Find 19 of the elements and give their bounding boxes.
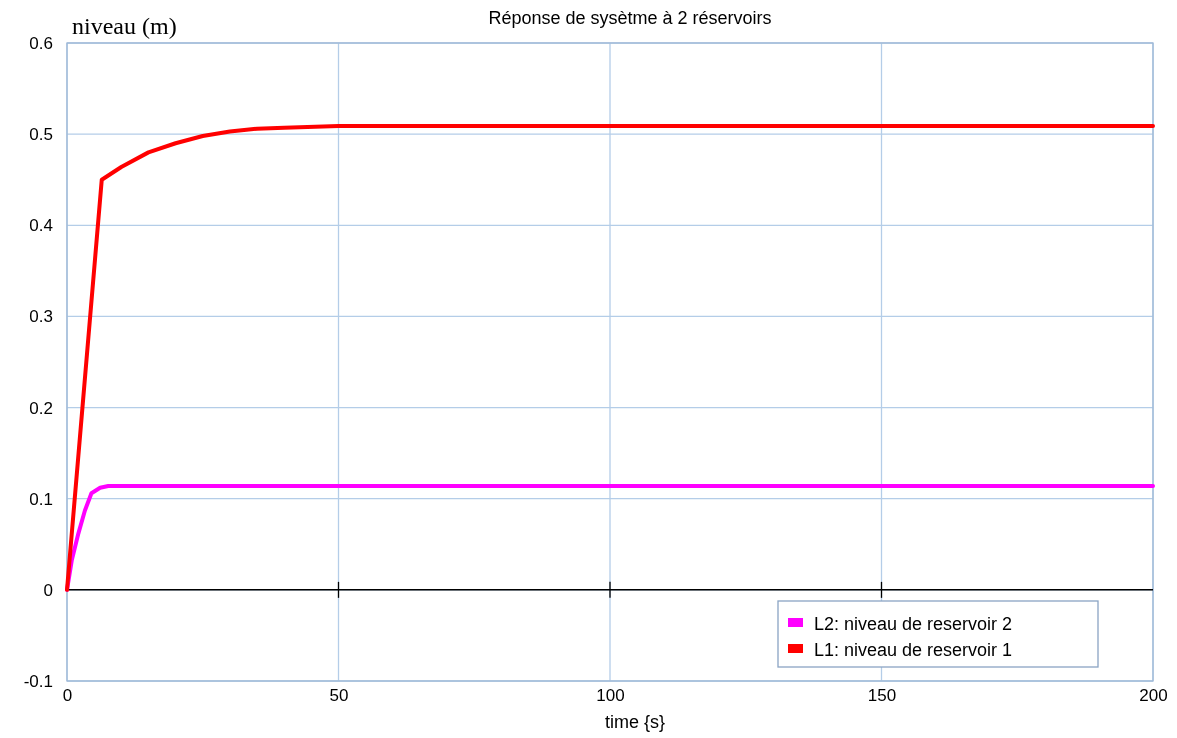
y-tick-label: 0.3 xyxy=(29,307,53,327)
x-tick-label: 150 xyxy=(867,686,897,706)
y-tick-label: 0.5 xyxy=(29,125,53,145)
x-tick-label: 50 xyxy=(329,686,349,706)
chart-title: Réponse de sysètme à 2 réservoirs xyxy=(488,8,772,28)
legend-label: L1: niveau de reservoir 1 xyxy=(814,640,1013,660)
legend-label: L2: niveau de reservoir 2 xyxy=(814,614,1013,634)
x-tick-label: 100 xyxy=(596,686,625,706)
y-tick-label: 0.2 xyxy=(29,398,53,418)
y-tick-label: 0 xyxy=(43,580,53,600)
y-tick-label: 0.6 xyxy=(29,33,53,53)
x-tick-label: 0 xyxy=(62,686,73,706)
line-series xyxy=(65,123,1155,592)
x-tick-label: 200 xyxy=(1139,686,1168,706)
y-axis-title: niveau (m) xyxy=(72,13,177,39)
y-tick-label: -0.1 xyxy=(23,671,53,691)
y-tick-label: 0.4 xyxy=(29,216,53,236)
y-tick-label: 0.1 xyxy=(29,489,53,509)
x-axis-title: time {s} xyxy=(604,712,666,732)
